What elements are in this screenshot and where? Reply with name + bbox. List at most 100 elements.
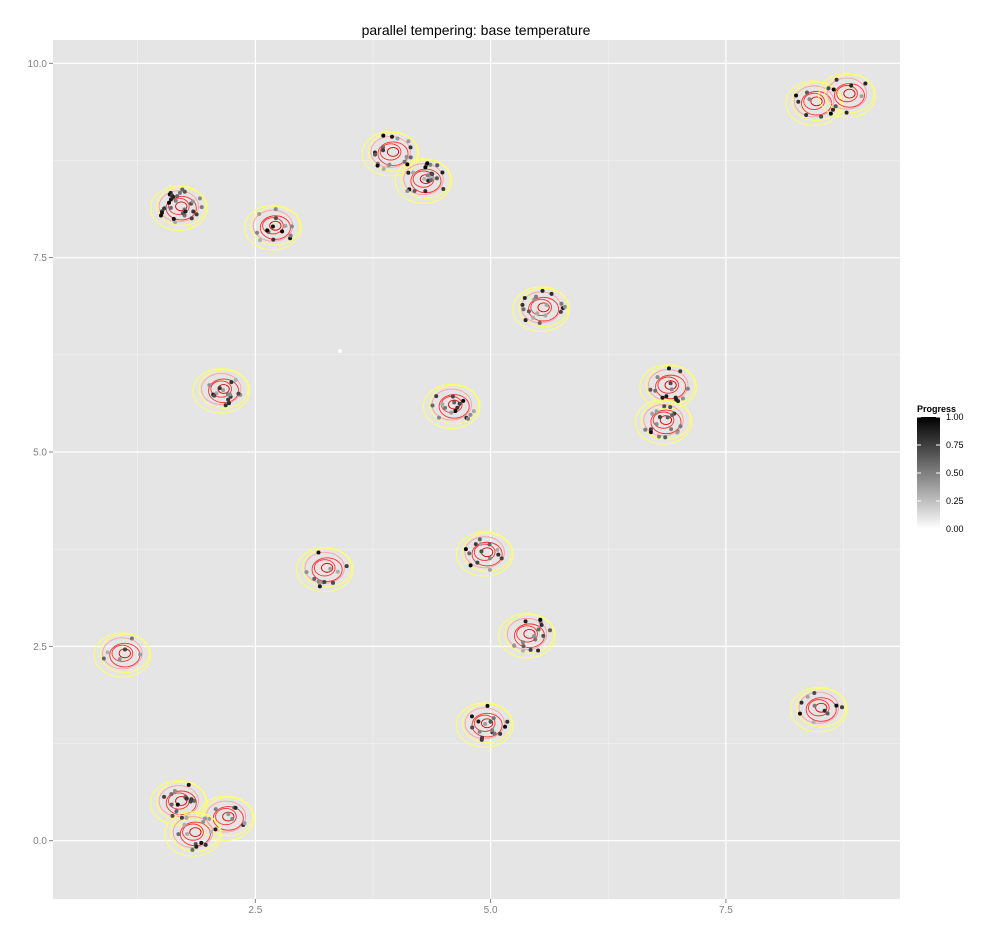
contour-line (826, 77, 868, 110)
contour-line (210, 380, 233, 398)
mode-contour-group (361, 131, 420, 177)
sample-point (452, 400, 457, 405)
sample-point (470, 725, 475, 730)
sample-point (678, 424, 683, 429)
contour-line (805, 697, 837, 722)
mode-contour-group (455, 531, 514, 577)
sample-point (532, 634, 537, 639)
sample-point (199, 205, 204, 210)
sample-point (543, 313, 548, 318)
sample-point (495, 547, 500, 552)
contour-line (481, 718, 494, 729)
contour-line (803, 92, 825, 110)
sample-point (172, 788, 177, 793)
sample-point (184, 796, 189, 801)
sample-point (189, 216, 194, 221)
sample-point (830, 107, 835, 112)
sample-point (521, 648, 526, 653)
chart-title: parallel tempering: base temperature (362, 22, 591, 38)
sample-point (665, 415, 670, 420)
sample-point (441, 186, 446, 191)
sample-point (440, 170, 445, 175)
sample-point (381, 145, 386, 150)
contour-line (659, 415, 673, 425)
sample-point (430, 171, 435, 176)
y-axis: 0.0 2.5 5.0 7.5 10.0 (28, 59, 53, 847)
sample-point (162, 206, 167, 211)
sample-point (804, 90, 809, 95)
sample-point (503, 724, 508, 729)
sample-point (373, 152, 378, 157)
sample-point (449, 410, 454, 415)
sample-point (129, 636, 134, 641)
minor-gridlines (53, 40, 900, 899)
sample-point (478, 541, 483, 546)
sample-point (655, 375, 660, 380)
sample-point (322, 579, 327, 584)
sample-point (668, 405, 673, 410)
contour-line (400, 159, 451, 199)
sample-point (498, 731, 503, 736)
sample-point (344, 564, 349, 569)
contour-line (796, 688, 847, 728)
sample-point (328, 566, 333, 571)
sample-point (479, 549, 484, 554)
sample-point (430, 403, 435, 408)
legend-label: 0.25 (946, 496, 964, 506)
sample-point (547, 628, 552, 633)
sample-point (425, 173, 430, 178)
sample-point (405, 162, 410, 167)
sample-point (273, 207, 278, 212)
sample-point (175, 194, 180, 199)
sample-point (812, 703, 817, 708)
sample-point (669, 427, 674, 432)
sample-point (487, 567, 492, 572)
sample-point (675, 430, 680, 435)
sample-point (467, 551, 472, 556)
contour-line (197, 795, 255, 842)
contour-line (652, 411, 675, 429)
sample-point (678, 369, 683, 374)
sample-point (648, 427, 653, 432)
sample-point (505, 719, 510, 724)
contour-line (818, 72, 876, 119)
sample-point (167, 200, 172, 205)
sample-point (654, 422, 659, 427)
sample-point (488, 719, 493, 724)
sample-point (202, 816, 207, 821)
sample-point (812, 690, 817, 695)
contour-line (528, 296, 560, 322)
contour-line (302, 548, 353, 588)
legend: Progress 1.00 0.75 0.50 0.25 0.00 (917, 404, 964, 534)
sample-point (512, 643, 517, 648)
sample-point (496, 552, 501, 557)
sample-point (831, 87, 836, 92)
major-gridlines (53, 40, 900, 899)
sample-point (176, 832, 181, 837)
contour-line (810, 96, 823, 107)
sample-point (523, 619, 528, 624)
sample-point (536, 627, 541, 632)
sample-point (522, 295, 527, 300)
sample-point (304, 570, 309, 575)
contour-line (377, 141, 409, 166)
mode-contour-group (244, 204, 302, 251)
sample-point (230, 817, 235, 822)
sample-point (395, 136, 400, 141)
sample-point (468, 563, 473, 568)
sample-point (521, 307, 526, 312)
contour-line (655, 374, 687, 400)
sample-point (669, 387, 674, 392)
sample-point (654, 409, 659, 414)
contour-line (200, 373, 242, 405)
sample-point (428, 178, 433, 183)
sample-point (338, 348, 343, 353)
contour-line (321, 562, 334, 573)
contour-line (438, 394, 470, 419)
contour-line (361, 131, 420, 177)
mode-contour-group (197, 795, 255, 842)
sample-point (533, 637, 538, 642)
sample-point (207, 816, 212, 821)
sample-point (485, 703, 490, 708)
sample-point (173, 198, 178, 203)
